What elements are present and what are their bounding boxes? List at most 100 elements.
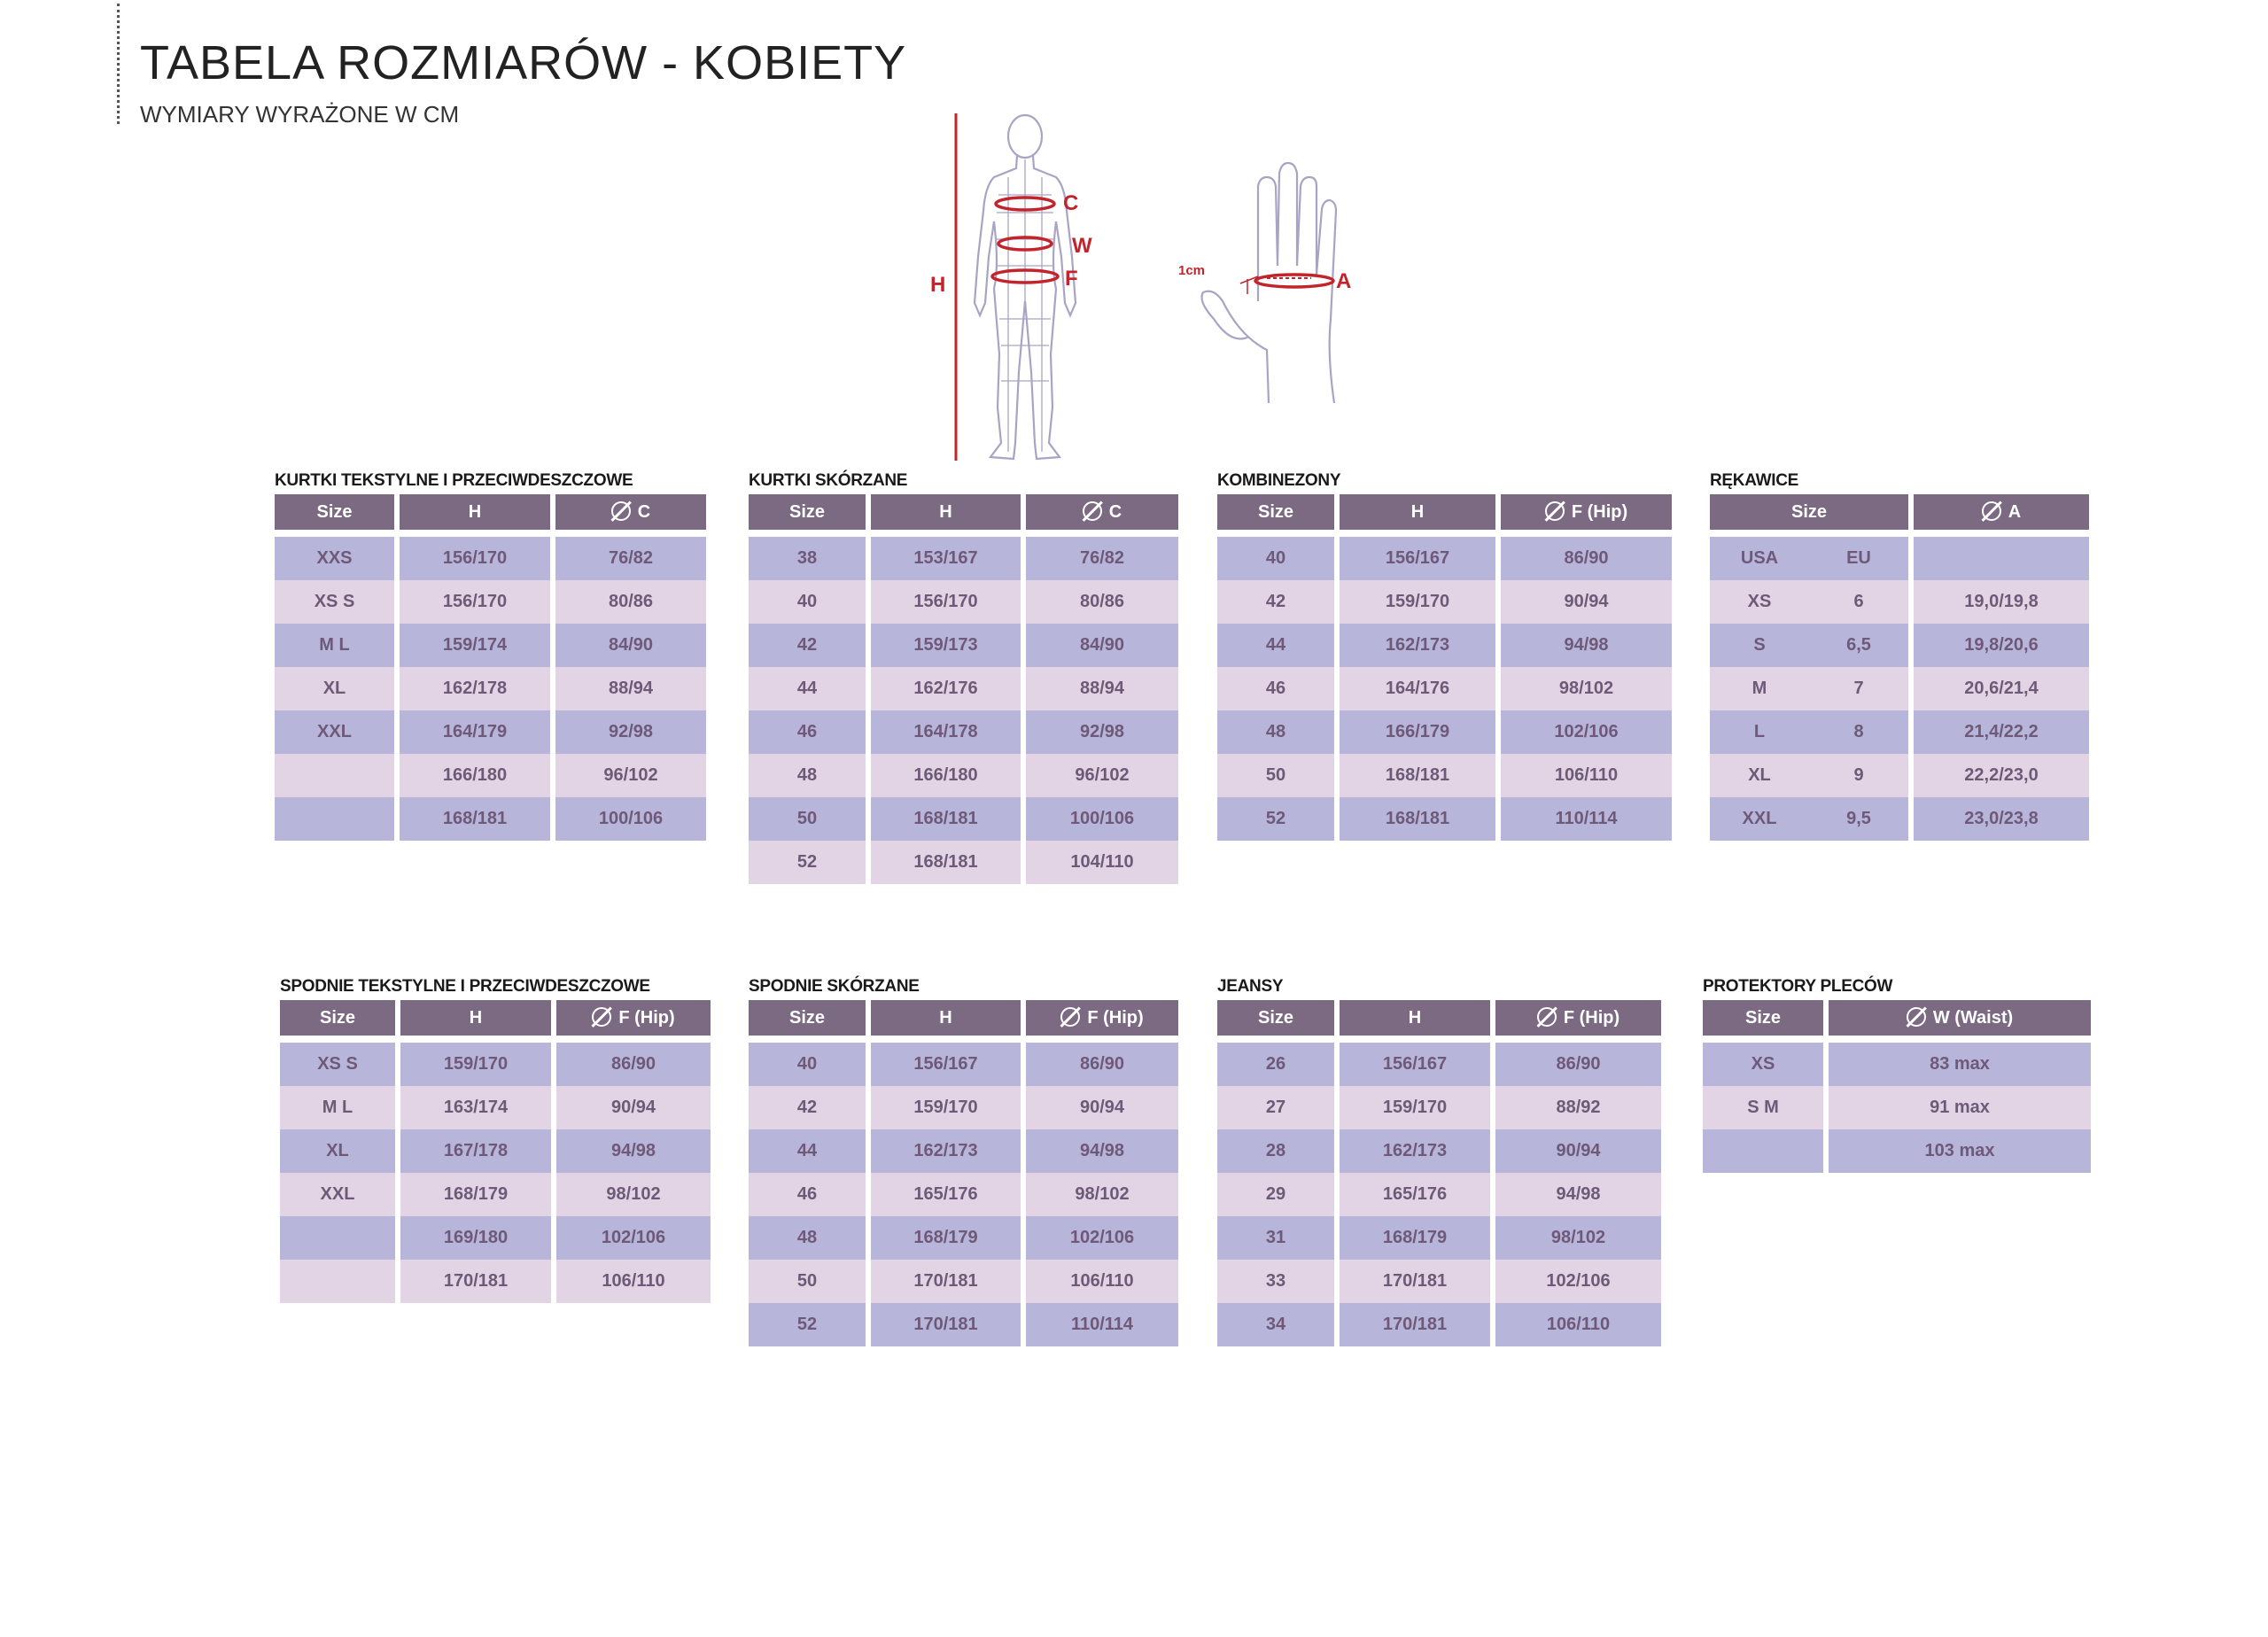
value-cell: 166/180 <box>400 754 550 797</box>
value-cell: 168/181 <box>871 841 1021 884</box>
column-header: F (Hip) <box>1501 494 1672 530</box>
table-grid: Size H F (Hip) XS S 159/170 86/90 M L 163/174 90… <box>280 1000 711 1303</box>
column-header: C <box>1026 494 1178 530</box>
value-cell: 106/110 <box>1501 754 1672 797</box>
value-cell: 170/181 <box>871 1260 1021 1303</box>
value-cell: 100/106 <box>555 797 706 841</box>
column-header: H <box>871 494 1021 530</box>
column-header: H <box>400 494 550 530</box>
table-grid: Size H C XXS 156/170 76/82 XS S 156/170 80/86 M L… <box>275 494 706 841</box>
waist-label: W <box>1072 234 1092 258</box>
size-cell <box>280 1216 395 1260</box>
value-cell: 106/110 <box>1026 1260 1178 1303</box>
value-cell: 156/170 <box>400 537 550 580</box>
value-cell: 76/82 <box>555 537 706 580</box>
column-header: Size <box>1217 494 1334 530</box>
value-cell: 94/98 <box>1495 1173 1661 1216</box>
value-cell: 98/102 <box>1501 667 1672 710</box>
column-header: Size <box>1710 494 1908 530</box>
value-cell: 96/102 <box>1026 754 1178 797</box>
value-cell: 170/181 <box>1340 1260 1490 1303</box>
size-cell: 52 <box>749 1303 866 1346</box>
value-cell <box>1914 537 2089 580</box>
column-header-label: Size <box>1790 502 1828 522</box>
table-grid: Size H F (Hip) 40 156/167 86/90 42 159/170 90/94… <box>1217 494 1672 841</box>
size-cell <box>280 1260 395 1303</box>
diameter-icon <box>1906 1007 1926 1027</box>
table-grid: Size A USA EU XS 6 19,0/19,8 S 6,5 19,8/20,6 M 7 20,… <box>1710 494 2089 841</box>
value-cell: 156/170 <box>400 580 550 624</box>
value-cell: 92/98 <box>555 710 706 754</box>
column-header-label: A <box>2008 502 2022 522</box>
column-header-label: H <box>469 1008 483 1028</box>
diameter-icon <box>1060 1007 1081 1027</box>
size-cell: 44 <box>749 1129 866 1173</box>
diameter-icon <box>1082 501 1102 521</box>
body-measurement-figure: H C W F <box>930 113 1092 461</box>
eu-size: 6 <box>1853 592 1864 611</box>
page-subtitle: WYMIARY WYRAŻONE W CM <box>140 101 460 128</box>
value-cell: 84/90 <box>555 624 706 667</box>
value-cell: 164/179 <box>400 710 550 754</box>
size-cell <box>1703 1129 1823 1173</box>
size-cell: 26 <box>1217 1043 1334 1086</box>
size-cell: 27 <box>1217 1086 1334 1129</box>
usa-size: USA <box>1740 548 1779 568</box>
column-header-label: Size <box>316 502 353 522</box>
column-header-label: H <box>939 1008 952 1028</box>
value-cell: 23,0/23,8 <box>1914 797 2089 841</box>
value-cell: 106/110 <box>1495 1303 1661 1346</box>
size-cell: 52 <box>749 841 866 884</box>
value-cell: 110/114 <box>1501 797 1672 841</box>
value-cell: 86/90 <box>1026 1043 1178 1086</box>
value-cell: 98/102 <box>1026 1173 1178 1216</box>
value-cell: 170/181 <box>1340 1303 1490 1346</box>
column-header-label: Size <box>1744 1008 1782 1028</box>
value-cell: 168/181 <box>400 797 550 841</box>
column-header-label: Size <box>788 1008 826 1028</box>
value-cell: 106/110 <box>556 1260 711 1303</box>
value-cell: 80/86 <box>555 580 706 624</box>
page-title: TABELA ROZMIARÓW - KOBIETY <box>140 36 907 89</box>
size-cell: 42 <box>1217 580 1334 624</box>
eu-size: 9 <box>1853 765 1864 785</box>
hip-ring <box>990 268 1060 284</box>
table-grid: Size H C 38 153/167 76/82 40 156/170 80/86 42 159/… <box>749 494 1178 884</box>
measurement-rings <box>990 196 1060 284</box>
value-cell: 102/106 <box>556 1216 711 1260</box>
eu-size: 8 <box>1853 722 1864 741</box>
column-header-label: W (Waist) <box>1932 1008 2014 1028</box>
column-header: H <box>1340 494 1495 530</box>
value-cell: 94/98 <box>1501 624 1672 667</box>
diameter-icon <box>1981 501 2001 521</box>
value-cell: 90/94 <box>1501 580 1672 624</box>
value-cell: 86/90 <box>556 1043 711 1086</box>
value-cell: 168/179 <box>1340 1216 1490 1260</box>
hand-measurement-figure: A 1cm <box>1178 161 1351 404</box>
size-cell: S M <box>1703 1086 1823 1129</box>
chest-ring <box>994 196 1056 212</box>
value-cell: 159/170 <box>1340 580 1495 624</box>
value-cell: 86/90 <box>1495 1043 1661 1086</box>
size-cell: XL <box>280 1129 395 1173</box>
table-grid: Size H F (Hip) 40 156/167 86/90 42 159/170 90/94… <box>749 1000 1178 1346</box>
value-cell: 170/181 <box>871 1303 1021 1346</box>
value-cell: 20,6/21,4 <box>1914 667 2089 710</box>
size-cell: 31 <box>1217 1216 1334 1260</box>
column-header-label: F (Hip) <box>1087 1008 1144 1028</box>
value-cell: 88/94 <box>555 667 706 710</box>
value-cell: 76/82 <box>1026 537 1178 580</box>
column-header-label: F (Hip) <box>618 1008 675 1028</box>
value-cell: 156/170 <box>871 580 1021 624</box>
value-cell: 162/173 <box>871 1129 1021 1173</box>
table-title: SPODNIE TEKSTYLNE I PRZECIWDESZCZOWE <box>280 977 650 996</box>
value-cell: 102/106 <box>1501 710 1672 754</box>
value-cell: 90/94 <box>1495 1129 1661 1173</box>
value-cell: 21,4/22,2 <box>1914 710 2089 754</box>
value-cell: 162/178 <box>400 667 550 710</box>
value-cell: 110/114 <box>1026 1303 1178 1346</box>
column-header: C <box>555 494 706 530</box>
size-cell: XS <box>1703 1043 1823 1086</box>
column-header-label: H <box>939 502 952 522</box>
